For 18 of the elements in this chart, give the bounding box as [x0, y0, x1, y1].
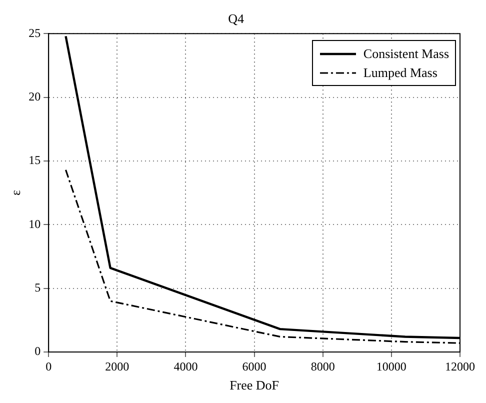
y-tick-label: 0 — [34, 344, 41, 358]
x-tick-label: 2000 — [105, 359, 130, 374]
y-tick-label: 15 — [28, 153, 41, 168]
legend-label: Lumped Mass — [363, 64, 438, 82]
x-tick-label: 6000 — [242, 359, 266, 374]
y-axis-title: ε — [8, 190, 24, 196]
y-tick-label: 5 — [34, 280, 41, 294]
x-tick-label: 10000 — [376, 359, 406, 374]
legend-label: Consistent Mass — [363, 45, 449, 63]
x-tick-label: 8000 — [310, 359, 335, 374]
x-tick-label: 4000 — [174, 359, 198, 374]
y-tick-label: 25 — [28, 26, 41, 40]
y-tick-label: 10 — [28, 216, 41, 231]
y-tick-label: 20 — [28, 89, 41, 104]
chart-title: Q4 — [228, 11, 244, 26]
x-axis-title: Free DoF — [230, 378, 280, 393]
x-tick-label: 0 — [46, 359, 52, 374]
x-tick-label: 12000 — [445, 359, 475, 374]
